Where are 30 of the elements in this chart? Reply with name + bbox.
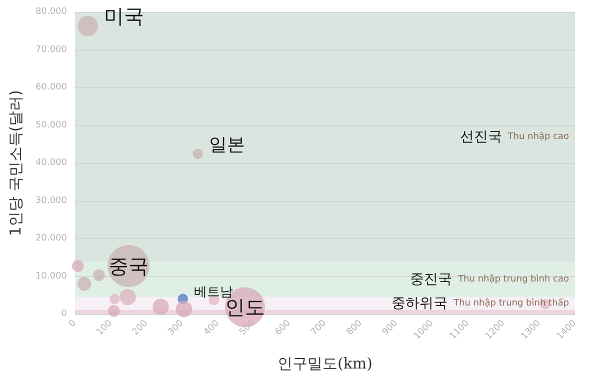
x-tick-label: 0: [67, 318, 79, 330]
x-tick-label: 200: [130, 318, 150, 338]
band-label: 중진국: [410, 271, 452, 288]
x-tick-label: 100: [95, 318, 114, 338]
x-tick-label: 500: [238, 318, 258, 338]
annotation: Thu nhập cao: [506, 130, 570, 142]
annotation: Thu nhập trung bình cao: [457, 273, 570, 284]
x-tick-label: 600: [274, 318, 294, 338]
band-label: 중하위국: [392, 295, 448, 312]
y-tick-label: 10.000: [36, 271, 68, 282]
y-tick-label: 30.000: [36, 196, 68, 206]
x-tick-label: 300: [166, 318, 186, 338]
x-tick-label: 800: [345, 318, 364, 338]
annotation: Thu nhập trung bình thấp: [452, 297, 570, 308]
y-tick-label: 60.000: [36, 82, 68, 92]
y-tick-label: 70.000: [36, 44, 68, 55]
y-tick-label: 20.000: [36, 234, 68, 244]
y-tick-label: 0: [61, 309, 68, 319]
band-label: 선진국: [460, 128, 502, 145]
x-tick-label: 900: [380, 318, 400, 338]
y-tick-label: 50.000: [36, 120, 68, 130]
annotation: 미국: [104, 4, 144, 28]
y-tick-label: 40.000: [36, 158, 68, 168]
y-tick-label: 80.000: [36, 7, 68, 17]
x-tick-label: 700: [309, 318, 329, 338]
x-tick-label: 400: [202, 318, 222, 338]
x-axis-title: 인구밀도(km): [277, 354, 373, 372]
annotation: 중국: [108, 254, 149, 278]
annotation: 일본: [209, 134, 245, 156]
y-axis-title: 1인당 국민소득(달러): [6, 90, 24, 236]
